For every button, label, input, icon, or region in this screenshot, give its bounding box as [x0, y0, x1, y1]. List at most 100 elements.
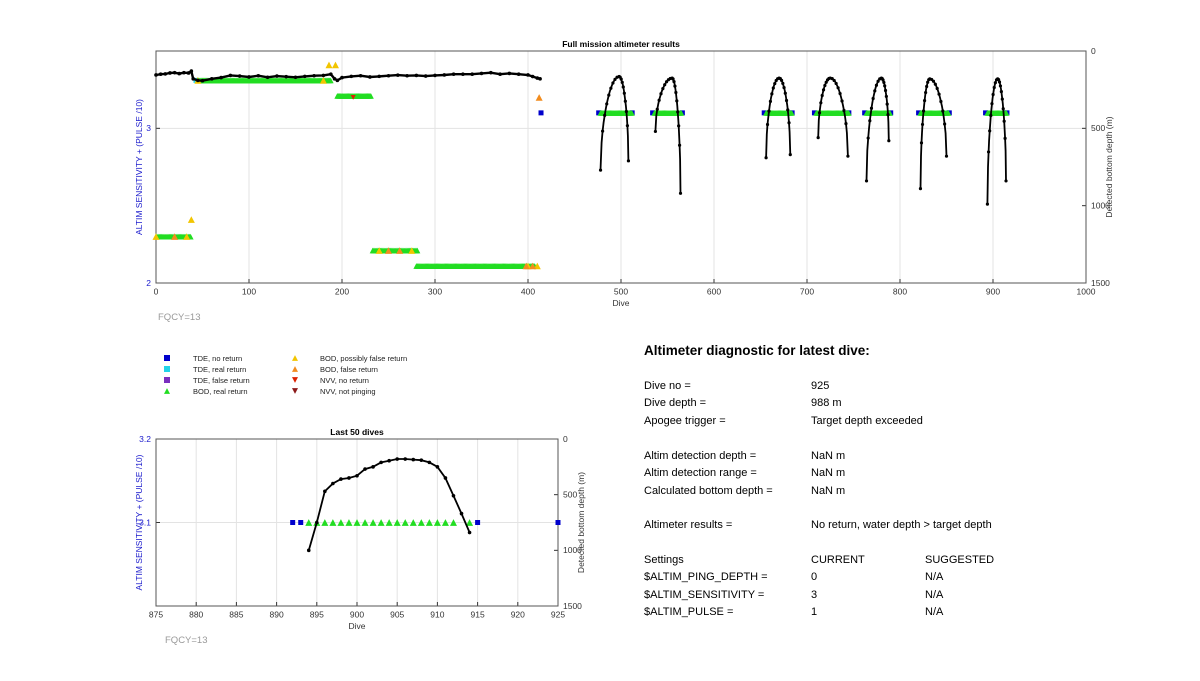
depth-point: [926, 80, 930, 84]
setting-current: 0: [811, 571, 818, 583]
depth-point: [921, 109, 926, 113]
legend-label: BOD, real return: [193, 387, 248, 396]
depth-point: [168, 71, 172, 75]
bod-possibly-false-marker: [533, 262, 541, 270]
depth-point: [677, 143, 682, 147]
y-right-tick-label: 500: [563, 490, 577, 500]
y-right-tick-label: 500: [1091, 123, 1105, 133]
depth-point: [355, 473, 359, 478]
setting-name: $ALTIM_PING_DEPTH =: [644, 571, 768, 583]
dive-no-row: Dive no = 925: [644, 380, 1184, 396]
depth-point: [461, 72, 465, 76]
depth-point: [788, 153, 792, 157]
depth-point: [937, 92, 941, 96]
depth-point: [609, 86, 613, 90]
depth-point: [771, 86, 775, 90]
depth-point: [433, 73, 437, 78]
depth-point: [210, 77, 214, 81]
legend-label: TDE, real return: [193, 365, 246, 374]
tde-no-return-marker: [290, 520, 296, 525]
bod-real-return-marker: [1003, 110, 1010, 116]
bod-false-return-marker: [522, 262, 530, 270]
legend-marker: [164, 355, 170, 361]
depth-point: [219, 75, 223, 80]
depth-point: [293, 75, 298, 80]
tde-no-return-marker: [862, 110, 868, 116]
depth-point: [999, 89, 1003, 94]
altim-detection-depth-row: Altim detection depth = NaN m: [644, 450, 1184, 466]
setting-current: 3: [811, 589, 818, 601]
depth-point: [767, 109, 771, 113]
nvv-no-return-marker: [350, 95, 356, 100]
y-tick-label: 3.2: [139, 434, 151, 444]
bod-false-return-marker: [529, 262, 537, 270]
depth-point: [332, 77, 337, 81]
bod-possibly-false-marker: [183, 233, 191, 240]
depth-point: [765, 122, 770, 127]
depth-point: [619, 77, 623, 81]
setting-row: $ALTIM_PULSE = 1 N/A: [644, 606, 1184, 622]
depth-point: [864, 179, 869, 183]
depth-point: [158, 72, 163, 76]
depth-point: [676, 110, 680, 114]
depth-point: [228, 73, 233, 78]
bod-real-return-marker: [329, 519, 337, 526]
depth-point: [177, 71, 182, 76]
depth-point: [329, 72, 333, 76]
depth-point: [435, 465, 440, 469]
depth-point: [871, 96, 875, 101]
depth-point: [387, 458, 391, 463]
chart-title: Full mission altimeter results: [562, 39, 680, 49]
x-tick-label: 905: [390, 610, 404, 620]
bod-false-return-marker: [535, 94, 543, 101]
depth-point: [163, 72, 168, 76]
legend-marker: [164, 377, 170, 383]
y-tick-label: 2: [146, 278, 151, 288]
depth-point: [200, 78, 205, 83]
depth-line: [155, 69, 541, 82]
legend-marker: [292, 355, 298, 361]
depth-point: [935, 86, 939, 91]
legend-label: BOD, false return: [320, 365, 378, 374]
depth-point: [507, 71, 512, 76]
depth-point: [992, 85, 996, 90]
tde-no-return-marker: [596, 110, 602, 116]
depth-point: [182, 70, 186, 75]
depth-point: [768, 99, 773, 103]
depth-point: [664, 80, 669, 84]
depth-point: [944, 154, 949, 158]
depth-point: [997, 80, 1002, 84]
bod-real-return-marker: [321, 519, 329, 526]
x-tick-label: 900: [350, 610, 364, 620]
depth-point: [321, 73, 326, 78]
depth-point: [941, 109, 945, 113]
calculated-bottom-depth-value: NaN m: [811, 485, 846, 497]
depth-point: [675, 99, 679, 103]
depth-point: [335, 78, 340, 83]
settings-header-row: Settings CURRENT SUGGESTED: [644, 554, 1184, 570]
depth-point: [237, 74, 242, 78]
depth-point: [919, 141, 924, 145]
depth-point: [479, 71, 484, 76]
calculated-bottom-depth-row: Calculated bottom depth = NaN m: [644, 485, 1184, 501]
depth-point: [419, 458, 424, 462]
bod-real-return-marker: [409, 519, 417, 526]
depth-point: [172, 70, 177, 75]
depth-point: [842, 108, 846, 113]
depth-point: [834, 81, 838, 86]
x-tick-label: 600: [707, 287, 721, 297]
depth-point: [535, 76, 540, 80]
calculated-bottom-depth-label: Calculated bottom depth =: [644, 485, 773, 497]
chart-title: Last 50 dives: [330, 427, 384, 437]
depth-point: [933, 82, 937, 86]
depth-point: [349, 74, 354, 79]
depth-point: [467, 530, 472, 535]
depth-point: [779, 78, 784, 83]
bod-possibly-false-marker: [187, 216, 195, 223]
depth-point: [613, 77, 617, 81]
x-tick-label: 900: [986, 287, 1000, 297]
bod-real-return-marker: [361, 519, 369, 526]
x-tick-label: 920: [511, 610, 525, 620]
altimeter-results-label: Altimeter results =: [644, 519, 733, 531]
depth-point: [312, 73, 316, 78]
